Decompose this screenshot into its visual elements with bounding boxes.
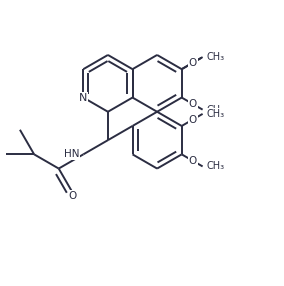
Text: O: O (188, 58, 197, 68)
Text: CH₃: CH₃ (207, 161, 225, 171)
Text: O: O (189, 99, 197, 109)
Text: CH₃: CH₃ (207, 109, 225, 119)
Text: O: O (189, 156, 197, 166)
Text: O: O (69, 191, 77, 201)
Text: CH₃: CH₃ (207, 52, 225, 62)
Text: N: N (79, 93, 87, 103)
Text: CH₃: CH₃ (207, 105, 225, 115)
Text: O: O (189, 115, 197, 125)
Text: HN: HN (64, 149, 79, 159)
Text: O: O (189, 58, 197, 68)
